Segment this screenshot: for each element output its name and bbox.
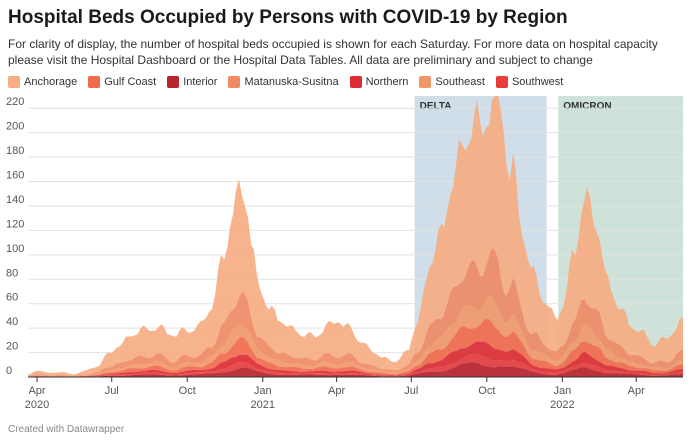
x-tick-label: Apr bbox=[328, 385, 345, 397]
y-tick-label: 120 bbox=[6, 218, 24, 230]
legend-label-southeast: Southeast bbox=[435, 76, 485, 88]
legend-item-northern: Northern bbox=[349, 76, 409, 88]
x-tick-label: Oct bbox=[478, 385, 495, 397]
y-tick-label: 220 bbox=[6, 96, 24, 108]
y-axis: 0 20 40 60 80 100 120 140 160 180 200 220 bbox=[6, 96, 683, 378]
y-tick-label: 160 bbox=[6, 170, 24, 182]
annotation-label-delta: DELTA bbox=[420, 101, 452, 112]
y-tick-label: 140 bbox=[6, 194, 24, 206]
gridlines bbox=[28, 107, 683, 354]
x-tick-label: Oct bbox=[179, 385, 196, 397]
area-interior bbox=[28, 362, 683, 377]
legend-item-southeast: Southeast bbox=[419, 76, 485, 88]
legend-item-anchorage: Anchorage bbox=[8, 76, 77, 88]
y-tick-label: 200 bbox=[6, 121, 24, 133]
legend-item-interior: Interior bbox=[167, 76, 217, 88]
y-tick-label: 40 bbox=[6, 316, 18, 328]
x-tick-label: Jan bbox=[254, 385, 272, 397]
legend-label-interior: Interior bbox=[183, 76, 218, 88]
chart-title: Hospital Beds Occupied by Persons with C… bbox=[8, 7, 568, 28]
chart-subtitle: For clarity of display, the number of ho… bbox=[8, 37, 658, 67]
x-tick-year-label: 2020 bbox=[25, 399, 49, 411]
legend-swatch-anchorage bbox=[8, 76, 20, 88]
x-tick-year-label: 2021 bbox=[251, 399, 275, 411]
stacked-area-chart: DELTA OMICRON 0 20 40 60 80 100 120 140 160 180 200… bbox=[6, 96, 683, 411]
legend-swatch-northern bbox=[349, 76, 362, 88]
y-tick-label: 80 bbox=[6, 267, 18, 279]
x-tick-label: Jul bbox=[404, 385, 418, 397]
legend-swatch-southeast bbox=[419, 76, 432, 88]
legend-label-matanuska-susitna: Matanuska-Susitna bbox=[244, 76, 339, 88]
y-tick-label: 180 bbox=[6, 145, 24, 157]
footer-credit: Created with Datawrapper bbox=[8, 424, 125, 435]
legend: Anchorage Gulf Coast Interior Matanuska-… bbox=[8, 74, 574, 90]
legend-item-southwest: Southwest bbox=[495, 76, 564, 88]
x-tick-label: Jul bbox=[105, 385, 119, 397]
y-tick-label: 100 bbox=[6, 243, 24, 255]
legend-swatch-matanuska-susitna bbox=[228, 76, 241, 88]
y-tick-label: 0 bbox=[6, 365, 12, 377]
legend-label-gulf-coast: Gulf Coast bbox=[104, 76, 157, 88]
legend-item-matanuska-susitna: Matanuska-Susitna bbox=[228, 76, 339, 88]
y-tick-label: 20 bbox=[6, 341, 18, 353]
legend-label-northern: Northern bbox=[365, 76, 409, 88]
legend-swatch-interior bbox=[167, 76, 180, 88]
legend-label-anchorage: Anchorage bbox=[24, 76, 78, 88]
x-axis: Apr 2020 Jul Oct Jan 2021 Apr Jul Oct Jan 2022 Apr bbox=[25, 377, 645, 411]
x-tick-label: Apr bbox=[28, 385, 45, 397]
x-tick-year-label: 2022 bbox=[550, 399, 574, 411]
area-series bbox=[28, 96, 683, 377]
x-tick-label: Jan bbox=[553, 385, 571, 397]
y-tick-label: 60 bbox=[6, 292, 18, 304]
legend-item-gulf-coast: Gulf Coast bbox=[88, 76, 156, 88]
legend-label-southwest: Southwest bbox=[511, 76, 564, 88]
legend-swatch-southwest bbox=[495, 76, 508, 88]
x-tick-label: Apr bbox=[628, 385, 645, 397]
annotation-label-omicron: OMICRON bbox=[563, 101, 611, 112]
legend-swatch-gulf-coast bbox=[88, 76, 101, 88]
